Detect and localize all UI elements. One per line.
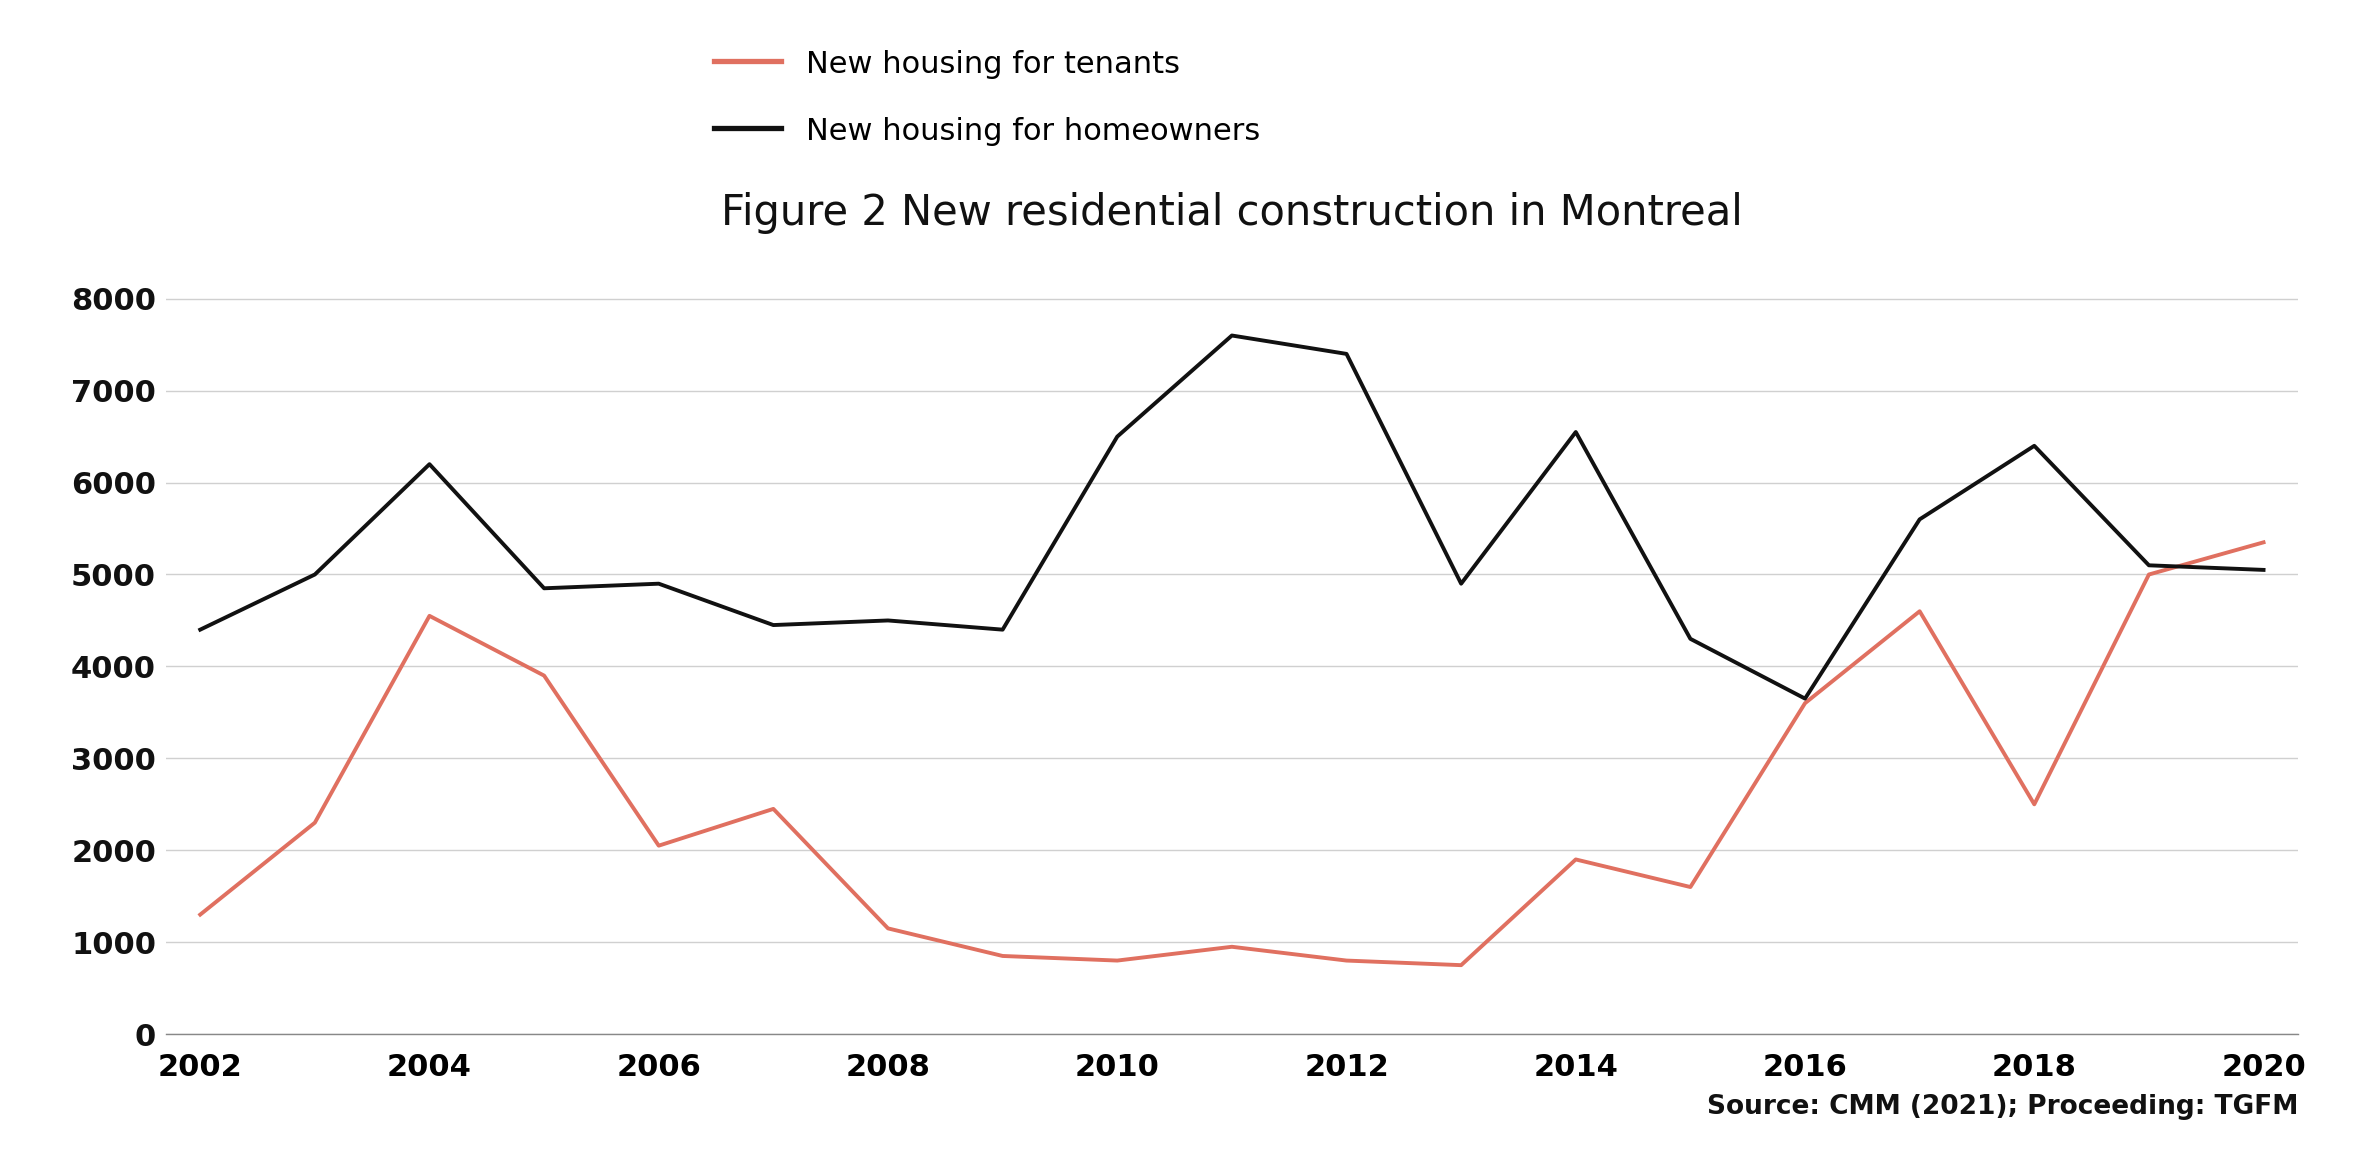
New housing for homeowners [301, 568, 329, 581]
New housing for tenants [644, 839, 673, 853]
New housing for homeowners [758, 618, 787, 632]
New housing for homeowners [1447, 577, 1476, 591]
New housing for tenants [1677, 880, 1706, 894]
New housing for tenants [2248, 535, 2277, 549]
New housing for tenants [2134, 568, 2163, 581]
Title: Figure 2 New residential construction in Montreal: Figure 2 New residential construction in… [720, 192, 1744, 234]
New housing for homeowners [874, 614, 903, 627]
New housing for homeowners [1791, 692, 1819, 705]
New housing for tenants [187, 908, 216, 921]
New housing for homeowners [187, 623, 216, 637]
New housing for tenants [2021, 797, 2049, 811]
New housing for tenants [1905, 604, 1933, 618]
Legend: New housing for tenants, New housing for homeowners: New housing for tenants, New housing for… [713, 49, 1260, 146]
New housing for homeowners [1331, 347, 1360, 361]
New housing for homeowners [988, 623, 1016, 637]
New housing for tenants [1447, 958, 1476, 972]
Line: New housing for tenants: New housing for tenants [201, 542, 2262, 965]
New housing for homeowners [415, 457, 443, 471]
New housing for tenants [874, 921, 903, 935]
New housing for homeowners [2134, 558, 2163, 572]
Line: New housing for homeowners: New housing for homeowners [201, 336, 2262, 699]
New housing for homeowners [1561, 425, 1590, 439]
New housing for tenants [1104, 954, 1132, 967]
New housing for tenants [1331, 954, 1360, 967]
New housing for homeowners [1218, 329, 1246, 342]
New housing for tenants [988, 949, 1016, 963]
New housing for tenants [415, 609, 443, 623]
New housing for tenants [758, 802, 787, 816]
Text: Source: CMM (2021); Proceeding: TGFM: Source: CMM (2021); Proceeding: TGFM [1706, 1094, 2298, 1120]
New housing for homeowners [644, 577, 673, 591]
New housing for homeowners [531, 581, 559, 595]
New housing for homeowners [1677, 632, 1706, 646]
New housing for homeowners [1905, 512, 1933, 526]
New housing for tenants [1218, 940, 1246, 954]
New housing for homeowners [2021, 439, 2049, 453]
New housing for homeowners [1104, 430, 1132, 444]
New housing for homeowners [2248, 563, 2277, 577]
New housing for tenants [531, 669, 559, 683]
New housing for tenants [1791, 696, 1819, 710]
New housing for tenants [301, 816, 329, 830]
New housing for tenants [1561, 853, 1590, 866]
